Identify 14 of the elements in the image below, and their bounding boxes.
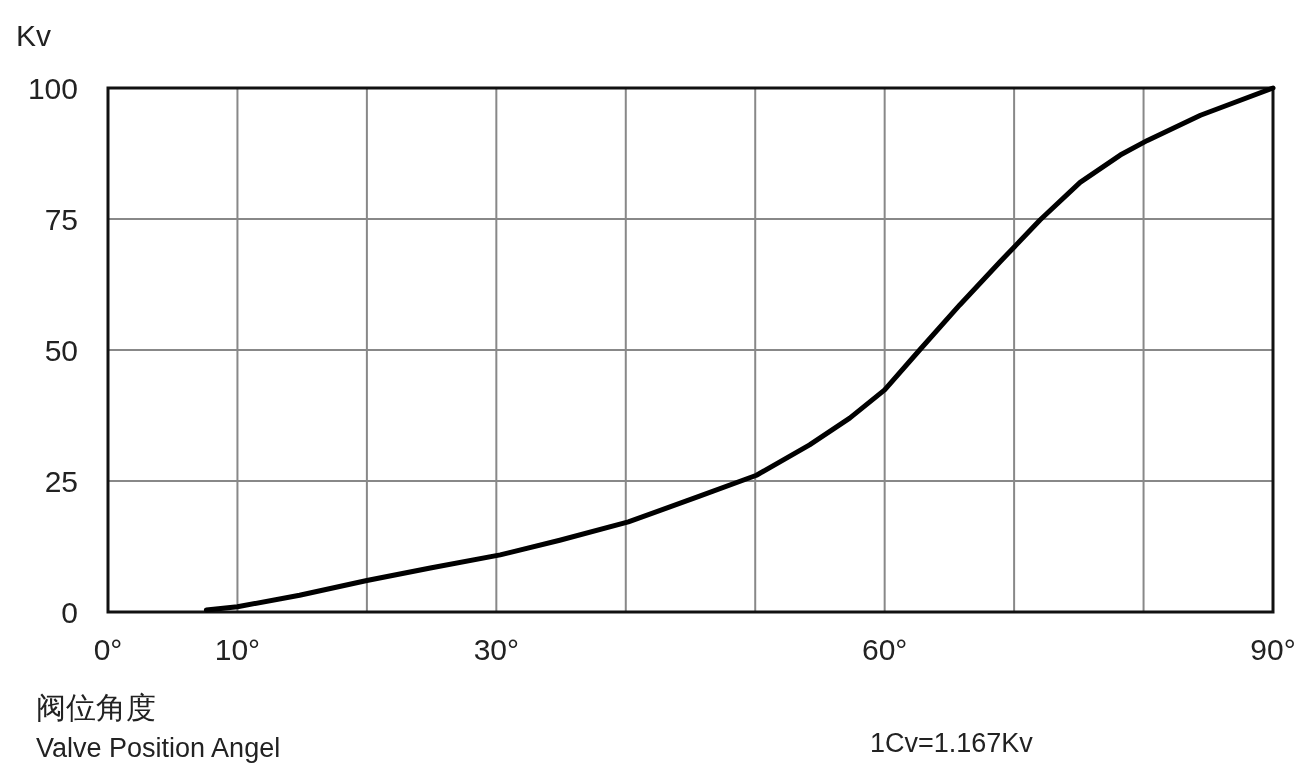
- y-tick-label: 75: [44, 203, 78, 236]
- x-tick-label: 0°: [93, 633, 123, 666]
- y-tick-label: 100: [27, 72, 78, 105]
- y-tick-label: 25: [44, 465, 78, 498]
- text: 1Cv=1.167Kv: [870, 728, 1034, 758]
- text: Valve Position Angel: [36, 733, 281, 763]
- y-tick-label: 50: [44, 334, 78, 367]
- y-axis-title: Kv: [16, 19, 52, 52]
- x-tick-label: 60°: [861, 633, 908, 666]
- y-tick-label: 0: [61, 596, 78, 629]
- x-axis-title: 阀位角度: [36, 691, 156, 724]
- x-tick-label: 30°: [473, 633, 520, 666]
- x-tick-label: 10°: [214, 633, 261, 666]
- x-tick-label: 90°: [1250, 633, 1296, 666]
